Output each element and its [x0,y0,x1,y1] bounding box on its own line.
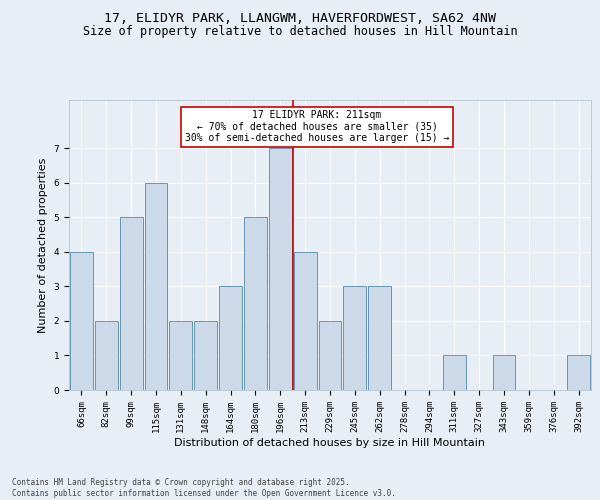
Bar [319,321,341,390]
Bar [244,218,267,390]
Y-axis label: Number of detached properties: Number of detached properties [38,158,48,332]
Text: Size of property relative to detached houses in Hill Mountain: Size of property relative to detached ho… [83,25,517,38]
Bar [219,286,242,390]
Bar [194,321,217,390]
Bar [95,321,118,390]
Text: 17, ELIDYR PARK, LLANGWM, HAVERFORDWEST, SA62 4NW: 17, ELIDYR PARK, LLANGWM, HAVERFORDWEST,… [104,12,496,26]
Bar [145,183,167,390]
Bar [120,218,143,390]
X-axis label: Distribution of detached houses by size in Hill Mountain: Distribution of detached houses by size … [175,438,485,448]
Bar [368,286,391,390]
Bar [294,252,317,390]
Bar [443,356,466,390]
Bar [493,356,515,390]
Text: Contains HM Land Registry data © Crown copyright and database right 2025.
Contai: Contains HM Land Registry data © Crown c… [12,478,396,498]
Bar [567,356,590,390]
Bar [269,148,292,390]
Text: 17 ELIDYR PARK: 211sqm
← 70% of detached houses are smaller (35)
30% of semi-det: 17 ELIDYR PARK: 211sqm ← 70% of detached… [185,110,449,144]
Bar [169,321,192,390]
Bar [343,286,366,390]
Bar [70,252,93,390]
